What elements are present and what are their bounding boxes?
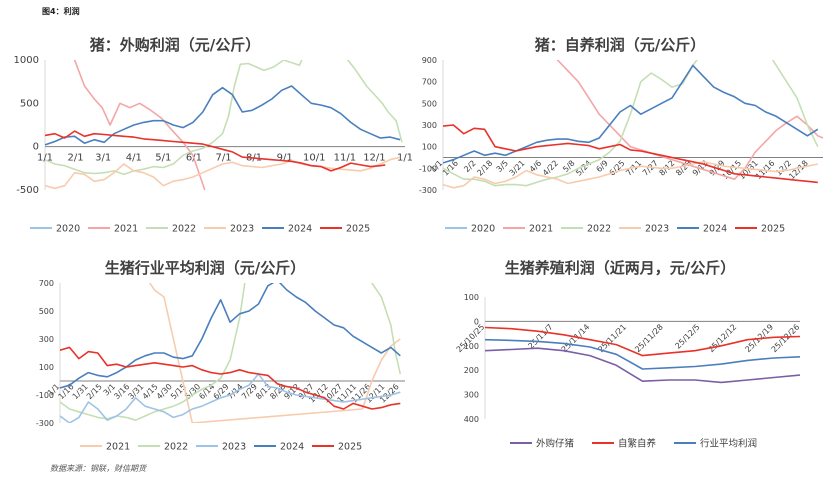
y-tick-label: 300	[422, 121, 437, 130]
series-line-2022	[443, 60, 819, 187]
y-tick-label: 500	[39, 307, 54, 316]
y-tick-label: 700	[39, 279, 54, 288]
series-line-2022	[45, 60, 403, 176]
legend-label: 2023	[645, 224, 669, 235]
y-tick-label: 0	[474, 317, 479, 326]
x-tick-label: 5/1	[155, 153, 171, 164]
x-tick-label: 6/25	[608, 159, 627, 178]
x-tick-label: 1/1	[397, 153, 413, 164]
chart-self-bred-profit: 猪：自养利润（元/公斤） 900 700 500 300 100 -100 -300 1/1 1/…	[415, 30, 831, 245]
legend-label: 2021	[114, 224, 138, 235]
series-line-2025	[45, 130, 386, 172]
y-tick-label: 400	[464, 415, 479, 424]
legend-label: 2023	[222, 442, 246, 453]
legend-label: 自繁自养	[618, 438, 657, 450]
x-tick-label: 2/18	[475, 159, 494, 178]
chart-industry-average-profit: 生猪行业平均利润（元/公斤） 700 500 300 100 -100 -300 1/1 1/1…	[0, 253, 415, 463]
x-tick-label: 25/11/7	[526, 322, 554, 350]
legend-label: 2025	[346, 224, 370, 235]
series-line-外购仔猪	[485, 347, 800, 384]
x-tick-label: 25/11/28	[633, 322, 665, 354]
legend-label: 2024	[703, 224, 727, 235]
legend-label: 2020	[56, 224, 80, 235]
legend-label: 2021	[529, 224, 553, 235]
legend-label: 2022	[587, 224, 611, 235]
legend-label: 2022	[164, 442, 188, 453]
chart-title: 生猪行业平均利润（元/公斤）	[105, 259, 305, 277]
data-source-note: 数据来源：钢联，财信期货	[50, 464, 146, 473]
x-tick-label: 25/12/26	[770, 322, 802, 354]
series-line-2025	[443, 124, 818, 184]
x-tick-label: 9/1	[277, 153, 293, 164]
x-tick-label: 3/21	[508, 159, 527, 178]
series-line-自繁自养	[485, 326, 800, 357]
x-tick-label: 2/1	[68, 153, 84, 164]
x-tick-label: 10/1	[303, 153, 325, 164]
series-line-2023	[45, 156, 401, 190]
y-tick-label: -100	[419, 164, 437, 173]
series-line-2021	[148, 283, 401, 423]
y-tick-label: 100	[422, 143, 437, 152]
y-tick-label: 100	[39, 363, 54, 372]
chart-title: 猪：自养利润（元/公斤）	[534, 36, 705, 54]
y-tick-label: 300	[39, 335, 54, 344]
series-line-行业平均利润	[485, 338, 800, 370]
legend-label: 2024	[280, 442, 304, 453]
y-tick-label: 200	[464, 366, 479, 375]
x-tick-label: 4/22	[541, 159, 560, 178]
x-tick-label: 25/12/12	[707, 322, 739, 354]
series-line-2022	[60, 283, 402, 421]
x-tick-label: 11/1	[334, 153, 356, 164]
y-tick-label: 300	[464, 391, 479, 400]
series-line-2023	[60, 373, 401, 423]
series-line-2025	[60, 346, 401, 410]
chart-purchased-profit: 猪：外购利润（元/公斤） 1000 500 0 -500 1/1 2/1 3/1 4/1 5/1 6…	[0, 30, 415, 245]
y-tick-label: -100	[36, 391, 54, 400]
y-tick-label: -300	[36, 419, 54, 428]
series-line-2024	[60, 283, 401, 389]
y-tick-label: 0	[33, 142, 39, 153]
legend-label: 外购仔猪	[536, 438, 575, 450]
y-tick-label: -500	[16, 185, 39, 196]
legend-label: 2025	[338, 442, 362, 453]
legend-label: 2023	[230, 224, 254, 235]
series-line-2023	[443, 161, 818, 189]
legend-label: 2024	[288, 224, 312, 235]
y-tick-label: 500	[20, 98, 39, 109]
y-tick-label: 700	[422, 78, 437, 87]
legend-label: 2025	[761, 224, 785, 235]
figure-label: 图4：利润	[42, 7, 80, 16]
chart-two-month-profit-svg: 生猪养殖利润（近两月，元/公斤）100010020030040025/10/25…	[455, 259, 802, 450]
chart-title: 生猪养殖利润（近两月，元/公斤）	[505, 259, 735, 277]
chart-industry-average-profit-svg: 生猪行业平均利润（元/公斤）700500300100-100-3001/11/1…	[36, 259, 405, 453]
y-tick-label: 900	[422, 56, 437, 65]
y-tick-label: 100	[464, 293, 479, 302]
series-line-2024	[45, 85, 401, 146]
series-line-2024	[443, 64, 819, 164]
series-line-2021	[556, 60, 823, 180]
x-tick-label: 4/1	[126, 153, 142, 164]
chart-self-bred-profit-svg: 猪：自养利润（元/公斤）900700500300100-100-3001/11/…	[419, 36, 823, 235]
series-line-2021	[73, 60, 206, 190]
x-tick-label: 1/1	[37, 153, 53, 164]
legend-label: 2020	[471, 224, 495, 235]
x-tick-label: 3/1	[95, 153, 111, 164]
legend-label: 2022	[172, 224, 196, 235]
legend-label: 行业平均利润	[700, 438, 757, 450]
y-tick-label: -300	[419, 186, 437, 195]
chart-title: 猪：外购利润（元/公斤）	[89, 36, 260, 54]
legend-label: 2021	[106, 442, 130, 453]
x-tick-label: 25/12/5	[673, 322, 701, 350]
x-tick-label: 7/1	[215, 153, 231, 164]
chart-two-month-profit: 生猪养殖利润（近两月，元/公斤） 100 0 100 200 300 400 25/10/25…	[415, 253, 831, 463]
x-tick-label: 12/1	[363, 153, 385, 164]
y-tick-label: 100	[464, 342, 479, 351]
y-tick-label: 500	[422, 99, 437, 108]
y-tick-label: 1000	[14, 55, 39, 66]
